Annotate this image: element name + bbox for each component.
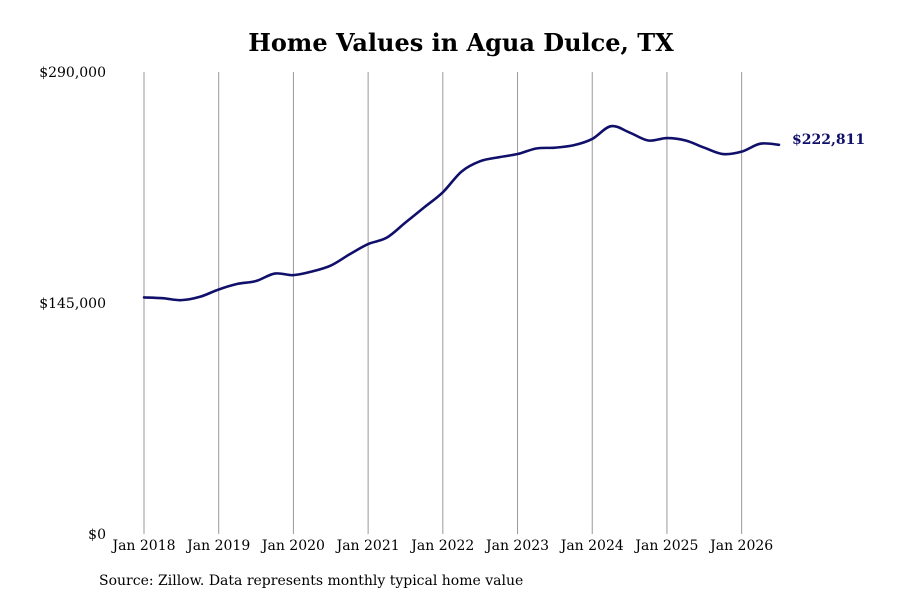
- y-tick-label: $0: [88, 527, 106, 543]
- x-tick-label: Jan 2022: [409, 538, 474, 554]
- x-tick-label: Jan 2025: [633, 538, 698, 554]
- series-layer: [142, 124, 781, 302]
- gridlines: [143, 72, 743, 534]
- y-tick-label: $145,000: [39, 296, 106, 312]
- x-tick-label: Jan 2020: [260, 538, 325, 554]
- series-line-0: [142, 124, 781, 302]
- source-note: Source: Zillow. Data represents monthly …: [99, 573, 524, 589]
- x-tick-label: Jan 2021: [335, 538, 400, 554]
- x-tick-label: Jan 2026: [708, 538, 773, 554]
- end-value-label: $222,811: [792, 132, 865, 148]
- annotation-layer: $222,811: [792, 132, 865, 148]
- x-tick-label: Jan 2019: [185, 538, 250, 554]
- y-axis-tick-labels: $0 $145,000 $290,000: [39, 65, 106, 543]
- x-tick-label: Jan 2018: [110, 538, 175, 554]
- y-tick-label: $290,000: [39, 65, 106, 81]
- chart-title: Home Values in Agua Dulce, TX: [248, 28, 674, 57]
- x-tick-label: Jan 2024: [559, 538, 624, 554]
- x-tick-label: Jan 2023: [484, 538, 549, 554]
- x-axis-tick-labels: Jan 2018 Jan 2019 Jan 2020 Jan 2021 Jan 2022…: [110, 538, 773, 554]
